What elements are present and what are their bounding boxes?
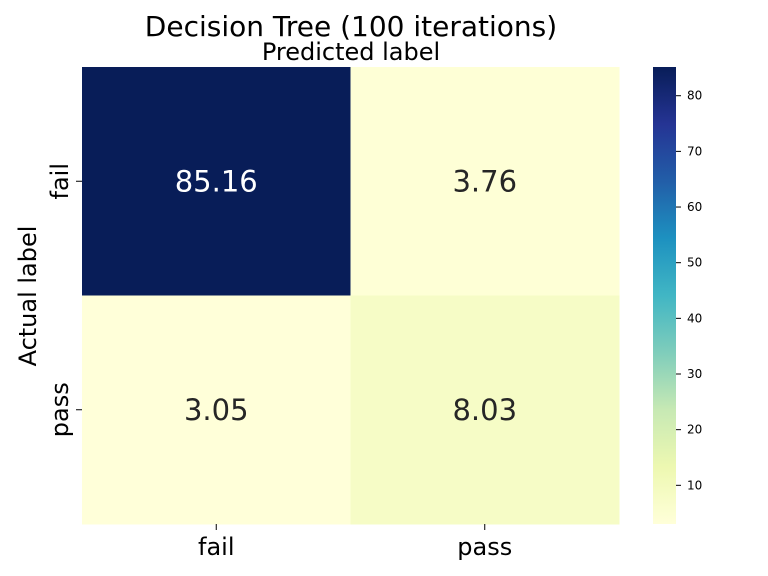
colorbar-tick-label: 40	[687, 311, 702, 325]
x-tick-label: pass	[457, 533, 512, 561]
y-axis-label: Actual label	[14, 226, 42, 367]
cell-value-label: 3.76	[452, 164, 517, 198]
colorbar-tick-label: 50	[687, 256, 702, 270]
heatmap-cell	[350, 67, 620, 296]
colorbar-tick-label: 80	[687, 89, 702, 103]
x-tick-labels: fail pass	[198, 524, 512, 561]
heatmap-cell	[82, 67, 351, 296]
colorbar-tick-label: 20	[687, 423, 702, 437]
colorbar-tick-label: 10	[687, 478, 702, 492]
colorbar-tick-label: 70	[687, 144, 702, 158]
heatmap-cell	[350, 295, 620, 525]
cell-value-label: 3.05	[184, 393, 249, 427]
colorbar-tick-label: 30	[687, 367, 702, 381]
heatmap-cell	[82, 295, 351, 525]
cell-value-label: 8.03	[452, 393, 517, 427]
x-axis-label: Predicted label	[262, 38, 440, 66]
y-tick-label: fail	[46, 163, 74, 200]
cell-value-label: 85.16	[175, 164, 258, 198]
chart-title: Decision Tree (100 iterations)	[145, 10, 557, 43]
x-tick-label: fail	[198, 533, 235, 561]
y-tick-label: pass	[46, 382, 74, 437]
y-tick-labels: fail pass	[46, 163, 82, 437]
colorbar-tick-label: 60	[687, 200, 702, 214]
heatmap-cells: 85.16 3.76 3.05 8.03	[82, 67, 620, 525]
colorbar	[653, 67, 676, 524]
colorbar-ticks: 10 20 30 40 50 60 70 80	[676, 89, 702, 492]
